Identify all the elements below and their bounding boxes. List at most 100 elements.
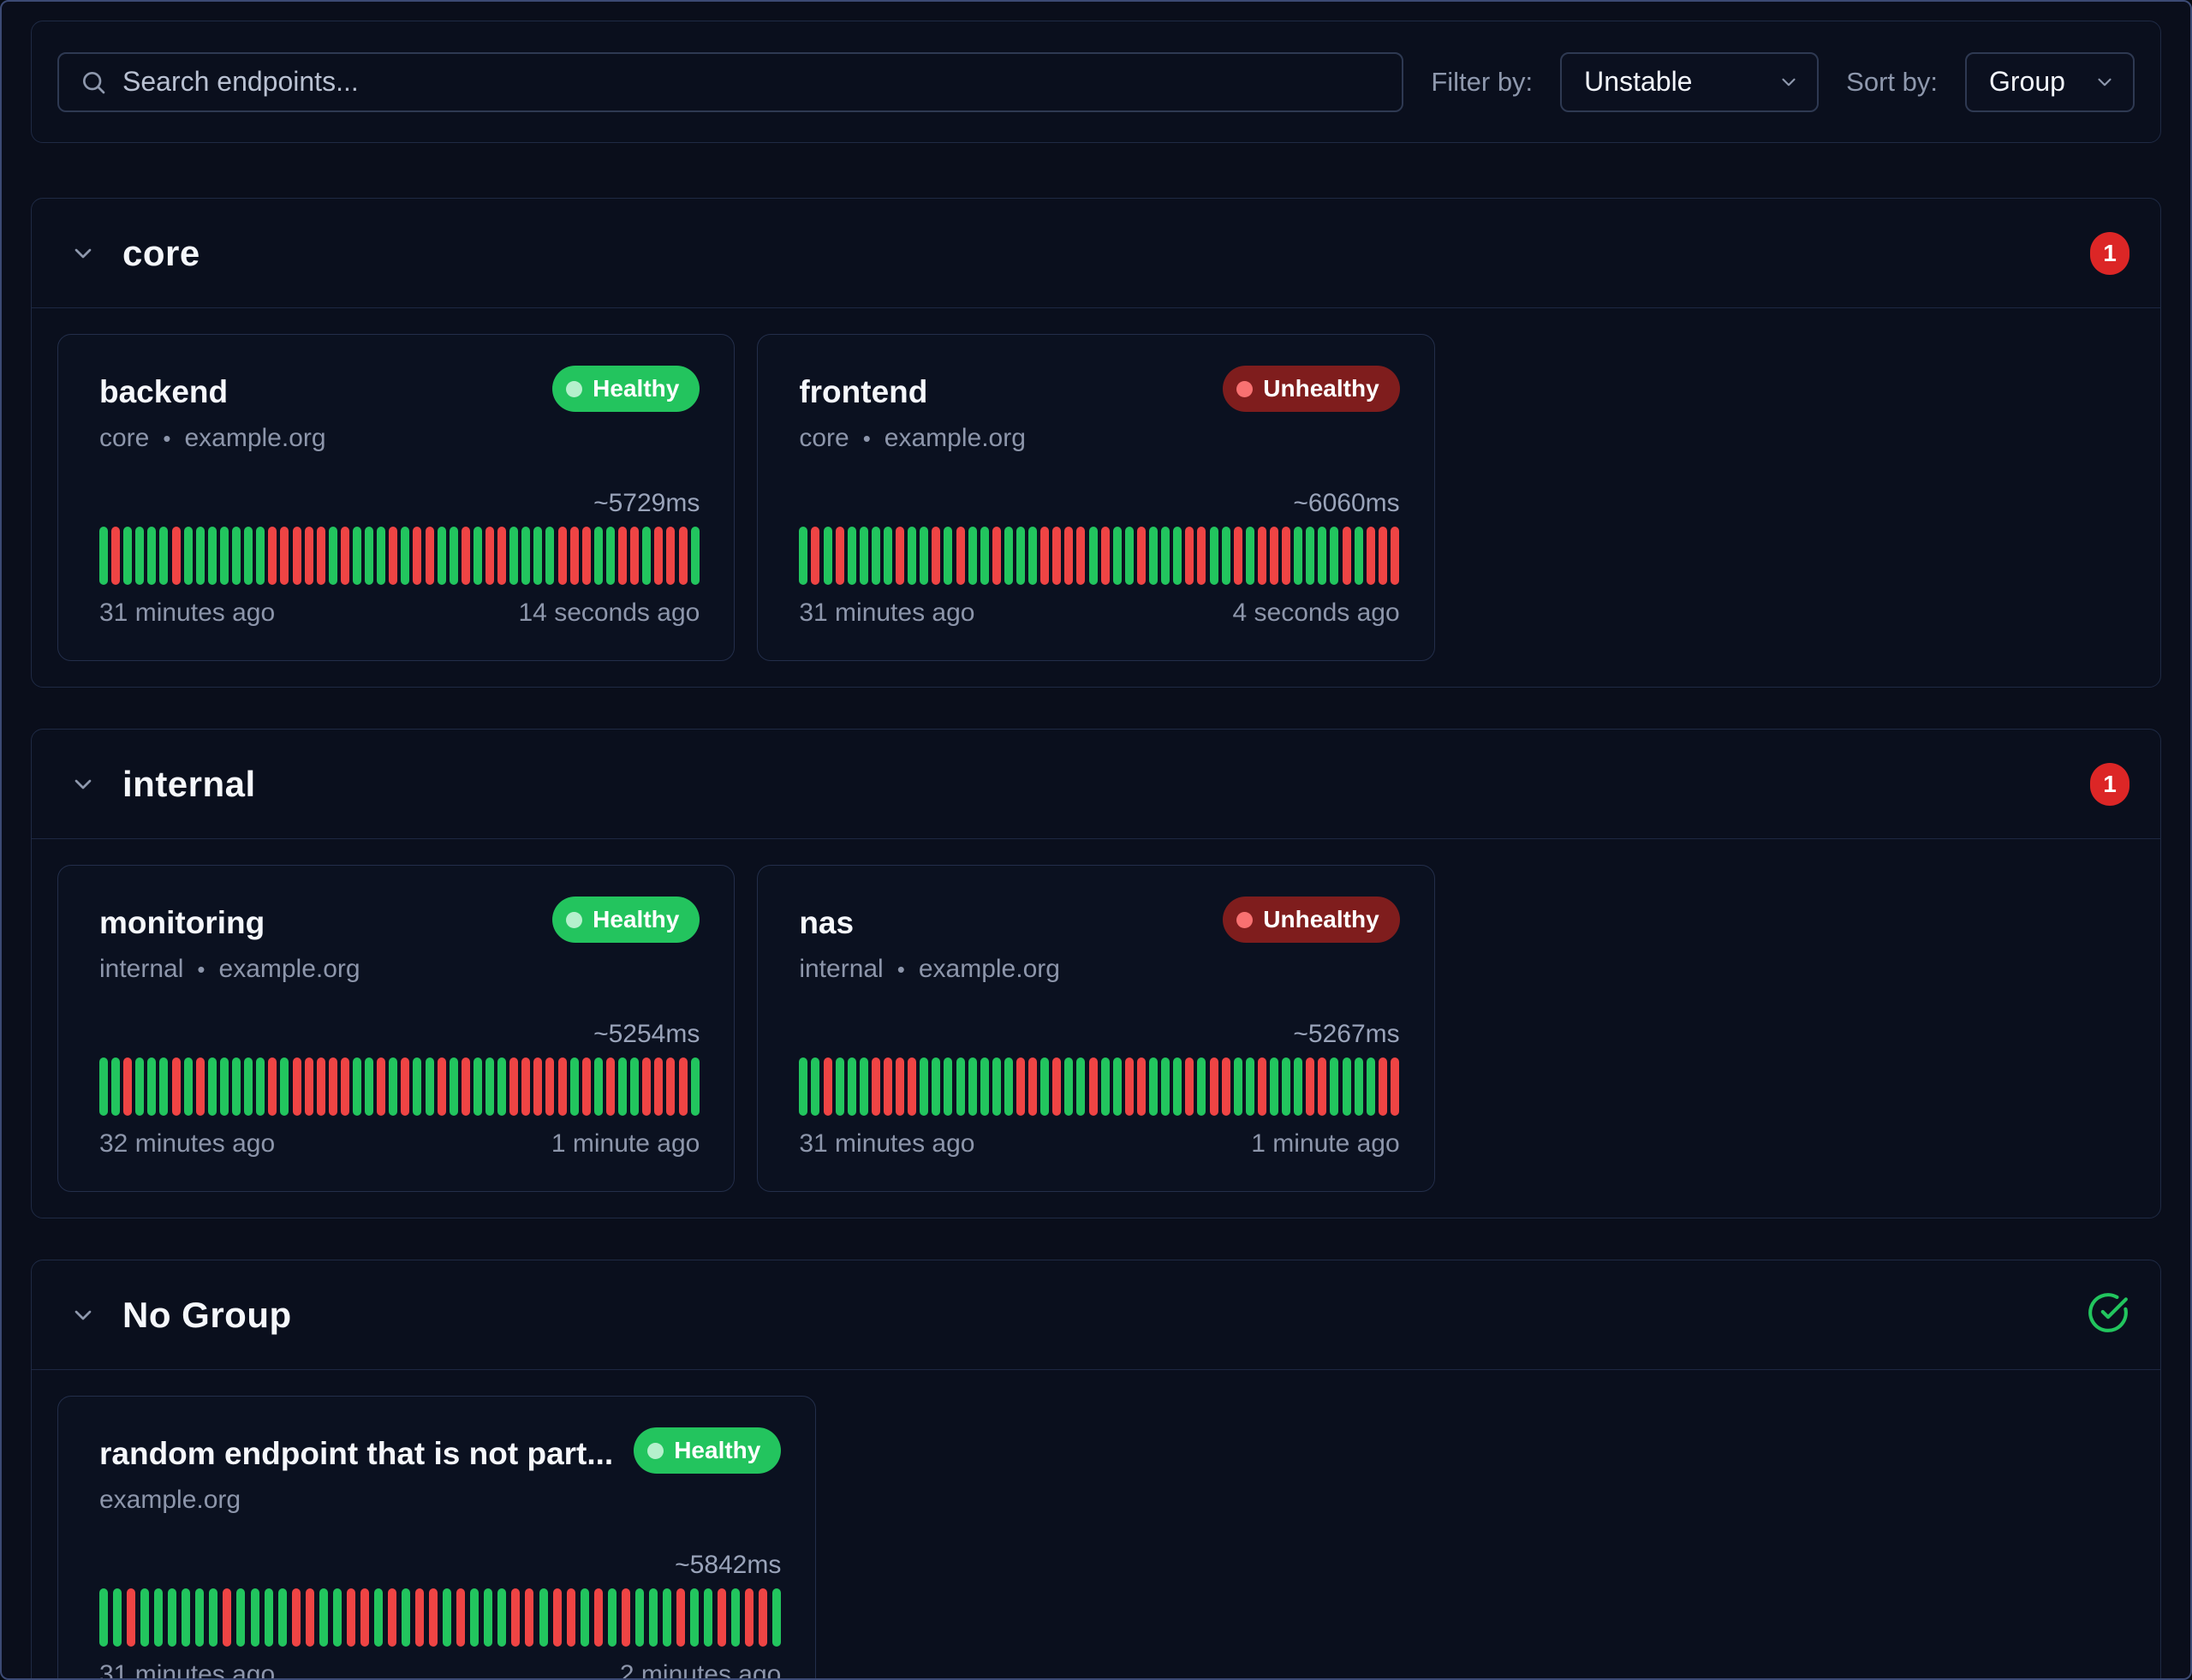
history-bar-failure[interactable] — [678, 1057, 688, 1116]
history-bar-failure[interactable] — [871, 1057, 880, 1116]
history-bar-failure[interactable] — [389, 527, 398, 585]
history-bar-failure[interactable] — [1390, 1057, 1399, 1116]
history-bar-success[interactable] — [799, 1057, 808, 1116]
history-bar-success[interactable] — [662, 1588, 671, 1647]
history-bar-success[interactable] — [207, 1057, 217, 1116]
history-bar-success[interactable] — [509, 527, 519, 585]
history-bar-failure[interactable] — [1318, 1057, 1327, 1116]
history-bar-failure[interactable] — [630, 527, 640, 585]
history-bar-failure[interactable] — [569, 527, 579, 585]
history-bar-success[interactable] — [280, 1057, 289, 1116]
history-bar-failure[interactable] — [1378, 1057, 1387, 1116]
history-bar-failure[interactable] — [461, 527, 470, 585]
history-bar-success[interactable] — [980, 527, 989, 585]
history-bar-success[interactable] — [437, 527, 446, 585]
history-bar-failure[interactable] — [1306, 1057, 1315, 1116]
history-bar-success[interactable] — [1245, 527, 1254, 585]
history-bar-success[interactable] — [690, 1057, 700, 1116]
history-bar-success[interactable] — [1197, 1057, 1206, 1116]
history-bar-success[interactable] — [244, 1057, 253, 1116]
search-box[interactable] — [57, 51, 1404, 112]
endpoint-card[interactable]: monitoring Healthy internal • example.or… — [57, 865, 736, 1192]
history-bar-success[interactable] — [980, 1057, 989, 1116]
history-bar-failure[interactable] — [223, 1588, 232, 1647]
history-bar-success[interactable] — [772, 1588, 782, 1647]
history-bar-success[interactable] — [232, 527, 241, 585]
history-bar-success[interactable] — [630, 1057, 640, 1116]
history-bar-failure[interactable] — [759, 1588, 768, 1647]
filter-select[interactable]: Unstable — [1560, 51, 1820, 112]
history-bar-failure[interactable] — [316, 1057, 325, 1116]
history-bar-success[interactable] — [470, 1588, 480, 1647]
history-bar-failure[interactable] — [292, 1057, 301, 1116]
history-bar-success[interactable] — [332, 1588, 342, 1647]
history-bar-success[interactable] — [569, 1057, 579, 1116]
chevron-down-icon[interactable] — [69, 240, 97, 267]
history-bar-failure[interactable] — [1185, 1057, 1194, 1116]
history-bar-success[interactable] — [182, 1588, 191, 1647]
history-bar-success[interactable] — [1282, 1057, 1291, 1116]
history-bar-failure[interactable] — [1342, 527, 1351, 585]
history-bar-failure[interactable] — [340, 527, 349, 585]
history-bar-success[interactable] — [250, 1588, 259, 1647]
history-bar-success[interactable] — [1149, 1057, 1159, 1116]
history-bar-success[interactable] — [232, 1057, 241, 1116]
history-bar-failure[interactable] — [316, 527, 325, 585]
endpoint-card[interactable]: backend Healthy core • example.org ~5729… — [57, 334, 736, 661]
history-bar-failure[interactable] — [291, 1588, 301, 1647]
history-bar-success[interactable] — [1173, 527, 1182, 585]
history-bar-failure[interactable] — [340, 1057, 349, 1116]
group-header[interactable]: No Group — [32, 1260, 2160, 1370]
history-bar-failure[interactable] — [387, 1588, 396, 1647]
history-bar-failure[interactable] — [509, 1057, 519, 1116]
history-bar-success[interactable] — [690, 1588, 700, 1647]
history-bar-failure[interactable] — [304, 1057, 313, 1116]
history-bar-success[interactable] — [1112, 1057, 1122, 1116]
history-bar-success[interactable] — [859, 1057, 868, 1116]
history-bar-success[interactable] — [111, 1057, 121, 1116]
history-bar-failure[interactable] — [1136, 1057, 1146, 1116]
history-bar-failure[interactable] — [557, 527, 567, 585]
history-bar-success[interactable] — [352, 1057, 361, 1116]
history-bar-success[interactable] — [1366, 1057, 1375, 1116]
history-bar-success[interactable] — [352, 527, 361, 585]
history-bar-failure[interactable] — [415, 1588, 425, 1647]
history-bar-success[interactable] — [365, 1057, 374, 1116]
history-bar-success[interactable] — [236, 1588, 246, 1647]
history-bar-success[interactable] — [1076, 1057, 1086, 1116]
history-bar-success[interactable] — [473, 527, 482, 585]
history-bar-success[interactable] — [319, 1588, 328, 1647]
history-bar-failure[interactable] — [127, 1588, 136, 1647]
history-bar-success[interactable] — [883, 527, 892, 585]
history-bar-success[interactable] — [847, 527, 856, 585]
search-input[interactable] — [122, 66, 1382, 98]
history-bar-success[interactable] — [135, 527, 145, 585]
history-bar-success[interactable] — [799, 527, 808, 585]
history-bar-success[interactable] — [264, 1588, 273, 1647]
history-bar-failure[interactable] — [511, 1588, 521, 1647]
history-bar-success[interactable] — [1221, 527, 1230, 585]
history-bar-success[interactable] — [704, 1588, 713, 1647]
history-bar-success[interactable] — [328, 527, 337, 585]
history-bar-failure[interactable] — [1209, 1057, 1218, 1116]
history-bar-failure[interactable] — [425, 527, 434, 585]
history-bar-success[interactable] — [642, 527, 652, 585]
history-bar-success[interactable] — [277, 1588, 287, 1647]
history-bar-success[interactable] — [944, 527, 953, 585]
history-bar-failure[interactable] — [268, 1057, 277, 1116]
history-bar-success[interactable] — [992, 1057, 1001, 1116]
history-bar-failure[interactable] — [360, 1588, 369, 1647]
history-bar-success[interactable] — [1330, 1057, 1339, 1116]
history-bar-success[interactable] — [183, 527, 193, 585]
history-bar-failure[interactable] — [1136, 527, 1146, 585]
history-bar-failure[interactable] — [1378, 527, 1387, 585]
history-bar-failure[interactable] — [908, 1057, 917, 1116]
history-bar-success[interactable] — [195, 527, 205, 585]
history-bar-success[interactable] — [207, 527, 217, 585]
history-bar-success[interactable] — [539, 1588, 548, 1647]
endpoint-card[interactable]: frontend Unhealthy core • example.org ~6… — [757, 334, 1435, 661]
history-bar-failure[interactable] — [292, 527, 301, 585]
history-bar-failure[interactable] — [111, 527, 121, 585]
history-bar-failure[interactable] — [593, 1588, 603, 1647]
history-bar-failure[interactable] — [545, 1057, 555, 1116]
